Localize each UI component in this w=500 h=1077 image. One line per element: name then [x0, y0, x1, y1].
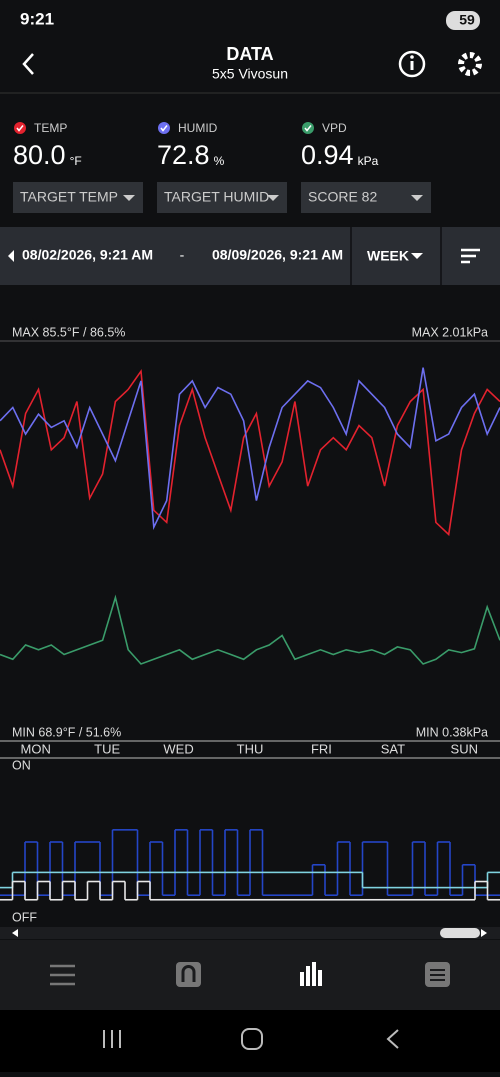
check [16, 125, 24, 132]
reading-value: 72.8 [157, 140, 210, 170]
x-tick-label: WED [163, 741, 193, 756]
status-time: 9:21 [20, 9, 54, 28]
scroll-left[interactable] [12, 929, 18, 937]
dropdown-label: TARGET HUMID [164, 189, 269, 205]
y-tick-label: ON [12, 758, 31, 772]
min-label: MIN 68.9°F / 51.6% [12, 725, 121, 739]
status-dot [14, 122, 26, 134]
back-button[interactable] [22, 53, 34, 75]
x-tick-label: THU [237, 741, 264, 756]
check [304, 125, 312, 132]
system-nav [0, 1010, 500, 1072]
period-select[interactable]: WEEK [367, 248, 409, 264]
reading-value: 80.0 [13, 140, 66, 170]
dropdown-label: SCORE 82 [308, 189, 377, 205]
series-line [0, 368, 500, 537]
dropdown-arrow [411, 195, 423, 201]
info-glyph [410, 61, 414, 70]
min-label: MIN 0.38kPa [416, 725, 488, 739]
header-subtitle: 5x5 Vivosun [212, 66, 288, 82]
tab-controls[interactable] [50, 964, 75, 986]
dropdown-label: TARGET TEMP [20, 189, 118, 205]
dropdown[interactable] [157, 182, 287, 213]
dropdown[interactable] [301, 182, 431, 213]
sort-button[interactable] [461, 248, 480, 264]
scrollbar-thumb[interactable] [440, 928, 480, 938]
tab-log-glyph [430, 969, 445, 981]
tab-bar [0, 940, 500, 1010]
readings: TEMP 80.0 °F TARGET TEMP HUMID 72.8 % TARGET HU… [13, 121, 431, 213]
nav-recents[interactable] [103, 1030, 121, 1048]
date-separator: - [180, 247, 185, 263]
max-label: MAX 2.01kPa [412, 325, 488, 339]
dropdown[interactable] [13, 182, 143, 213]
x-tick-label: SAT [381, 741, 405, 756]
settings-button[interactable] [458, 52, 482, 76]
x-tick-label: FRI [311, 741, 332, 756]
nav-home[interactable] [241, 1028, 263, 1050]
nav-back[interactable] [386, 1029, 399, 1049]
tab-data[interactable] [300, 962, 322, 986]
date-start[interactable]: 08/02/2026, 9:21 AM [22, 247, 153, 263]
reading-unit: °F [70, 154, 82, 168]
status-dot [302, 122, 314, 134]
scroll-right[interactable] [481, 929, 487, 937]
x-tick-label: SUN [451, 741, 478, 756]
chart: MAX 85.5°F / 86.5% MAX 2.01kPa MIN 68.9°F … [0, 325, 500, 924]
info-glyph [410, 55, 414, 59]
check [160, 125, 168, 132]
max-label: MAX 85.5°F / 86.5% [12, 325, 125, 339]
status-dot [158, 122, 170, 134]
info-button[interactable] [398, 50, 426, 78]
y-tick-label: OFF [12, 910, 37, 924]
x-tick-label: TUE [94, 741, 120, 756]
battery-icon [446, 11, 480, 30]
header-title: DATA [226, 44, 273, 64]
reading-label: TEMP [34, 121, 67, 135]
series-line [0, 594, 500, 665]
reading-label: VPD [322, 121, 347, 135]
tab-automation-glyph [181, 965, 196, 982]
dropdown-arrow [267, 195, 279, 201]
scrollbar-track [0, 927, 500, 939]
dropdown-arrow [411, 253, 423, 259]
date-end[interactable]: 08/09/2026, 9:21 AM [212, 247, 343, 263]
battery-level: 59 [459, 12, 475, 28]
prev-arrow[interactable] [8, 250, 14, 262]
settings-glyph [466, 60, 474, 68]
dropdown-arrow [123, 195, 135, 201]
series-line [0, 367, 500, 531]
reading-value: 0.94 [301, 140, 354, 170]
reading-label: HUMID [178, 121, 218, 135]
reading-unit: kPa [358, 154, 379, 168]
x-tick-label: MON [21, 741, 51, 756]
reading-unit: % [214, 154, 225, 168]
